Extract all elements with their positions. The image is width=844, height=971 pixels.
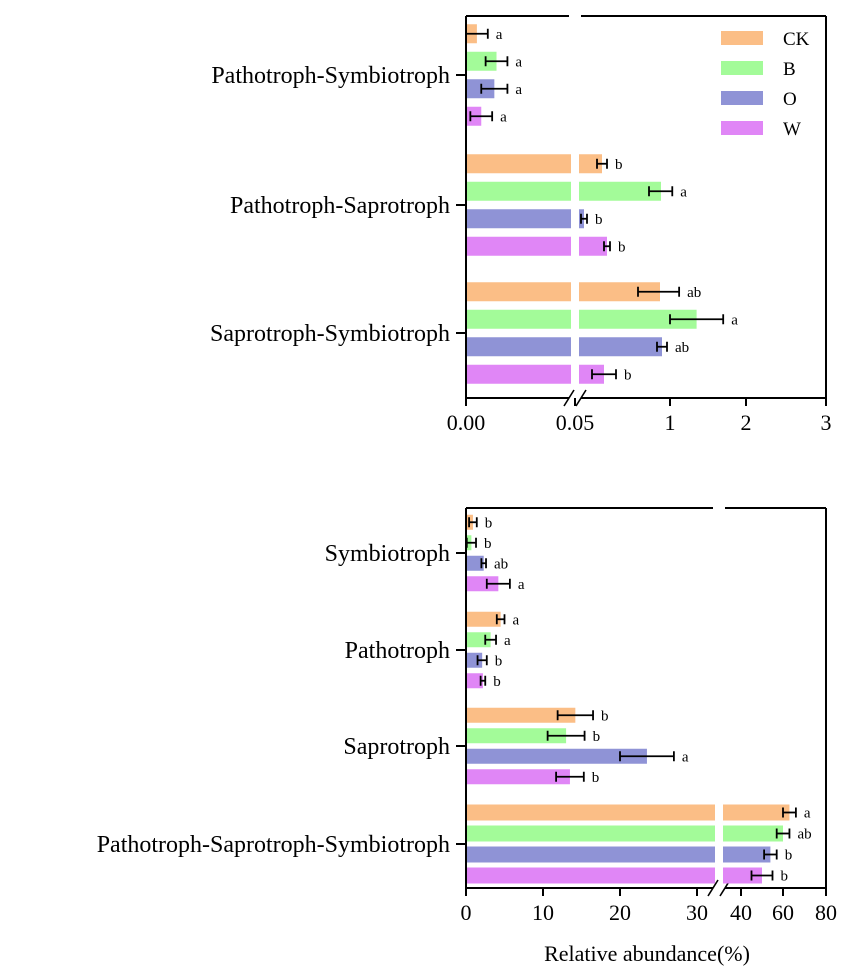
significance-label: a bbox=[496, 27, 503, 43]
x-tick-label: 3 bbox=[821, 410, 832, 435]
bar bbox=[467, 611, 501, 627]
significance-label: b bbox=[624, 367, 632, 383]
bottom-chart-panel: 0 10 20 30 40 60 80SymbiotrophbbabaPathotropha… bbox=[97, 507, 837, 925]
x-tick-label: 10 bbox=[532, 900, 554, 925]
significance-label: a bbox=[515, 82, 522, 98]
bar bbox=[467, 209, 571, 229]
legend-swatch bbox=[721, 61, 763, 75]
significance-label: ab bbox=[797, 827, 811, 843]
significance-label: b bbox=[615, 157, 623, 173]
bar bbox=[467, 309, 571, 329]
bar bbox=[467, 337, 571, 357]
bar bbox=[579, 337, 662, 357]
significance-label: ab bbox=[687, 285, 701, 301]
bar bbox=[467, 236, 571, 256]
bar bbox=[467, 846, 715, 863]
chart-legend: CK BOW bbox=[721, 29, 810, 140]
bar bbox=[467, 51, 497, 71]
bar bbox=[467, 769, 570, 785]
bar bbox=[467, 555, 484, 571]
x-tick-label: 40 bbox=[730, 900, 752, 925]
x-tick-label: 60 bbox=[772, 900, 794, 925]
x-tick-label: 2 bbox=[741, 410, 752, 435]
bar bbox=[467, 154, 571, 174]
bar bbox=[579, 282, 660, 302]
bar bbox=[467, 728, 567, 744]
bar bbox=[467, 282, 571, 302]
x-tick-label: 80 bbox=[815, 900, 837, 925]
significance-label: a bbox=[804, 806, 811, 822]
x-tick-label: 0.00 bbox=[447, 410, 486, 435]
category-label: Saprotroph bbox=[343, 734, 450, 760]
significance-label: b bbox=[595, 212, 603, 228]
legend-swatch bbox=[721, 121, 763, 135]
significance-label: a bbox=[518, 577, 525, 593]
bar bbox=[467, 825, 715, 842]
x-tick-label: 30 bbox=[686, 900, 708, 925]
bar bbox=[467, 804, 715, 821]
legend-swatch bbox=[721, 31, 763, 45]
significance-label: b bbox=[485, 515, 493, 531]
x-tick-label: 1 bbox=[665, 410, 676, 435]
legend-label: W bbox=[783, 119, 801, 140]
bar bbox=[579, 309, 697, 329]
significance-label: a bbox=[682, 749, 689, 765]
significance-label: b bbox=[601, 708, 609, 724]
significance-label: b bbox=[592, 770, 600, 786]
axis-break-mark bbox=[575, 389, 587, 407]
significance-label: a bbox=[504, 633, 511, 649]
bar bbox=[467, 181, 571, 201]
category-label: Pathotroph-Symbiotroph bbox=[211, 63, 450, 89]
legend-label: O bbox=[783, 89, 797, 110]
significance-label: ab bbox=[675, 340, 689, 356]
category-label: Pathotroph bbox=[345, 638, 450, 664]
significance-label: b bbox=[785, 848, 793, 864]
bar bbox=[723, 825, 783, 842]
x-tick-label: 20 bbox=[609, 900, 631, 925]
significance-label: a bbox=[731, 312, 738, 328]
significance-label: a bbox=[500, 109, 507, 125]
significance-label: b bbox=[495, 653, 503, 669]
bar bbox=[467, 748, 647, 764]
legend-label: CK bbox=[783, 29, 810, 50]
significance-label: a bbox=[680, 184, 687, 200]
bar bbox=[467, 673, 483, 689]
bar bbox=[579, 181, 661, 201]
category-label: Saprotroph-Symbiotroph bbox=[210, 321, 450, 347]
x-tick-label: 0.05 bbox=[556, 410, 595, 435]
bar bbox=[723, 846, 771, 863]
x-axis-label: Relative abundance(%) bbox=[544, 941, 750, 966]
legend-swatch bbox=[721, 91, 763, 105]
top-chart-panel: 0.00 0.05 1 2 3Pathotroph-SymbiotrophaaaaPat… bbox=[210, 15, 832, 435]
axis-break-mark bbox=[707, 879, 719, 897]
x-tick-label: 0 bbox=[461, 900, 472, 925]
legend-label: B bbox=[783, 59, 796, 80]
significance-label: a bbox=[515, 54, 522, 70]
bar bbox=[467, 707, 576, 723]
bar bbox=[467, 867, 715, 884]
category-label: Pathotroph-Saprotroph bbox=[230, 193, 450, 219]
significance-label: b bbox=[493, 674, 501, 690]
significance-label: b bbox=[484, 536, 492, 552]
bar bbox=[467, 364, 571, 384]
bar bbox=[723, 804, 790, 821]
significance-label: b bbox=[781, 869, 789, 885]
category-label: Pathotroph-Saprotroph-Symbiotroph bbox=[97, 832, 450, 858]
significance-label: ab bbox=[494, 556, 508, 572]
axis-break-mark bbox=[563, 389, 575, 407]
bar bbox=[467, 576, 499, 592]
bar bbox=[579, 236, 607, 256]
significance-label: b bbox=[593, 729, 601, 745]
significance-label: a bbox=[513, 612, 520, 628]
significance-label: b bbox=[618, 239, 626, 255]
category-label: Symbiotroph bbox=[325, 541, 450, 567]
